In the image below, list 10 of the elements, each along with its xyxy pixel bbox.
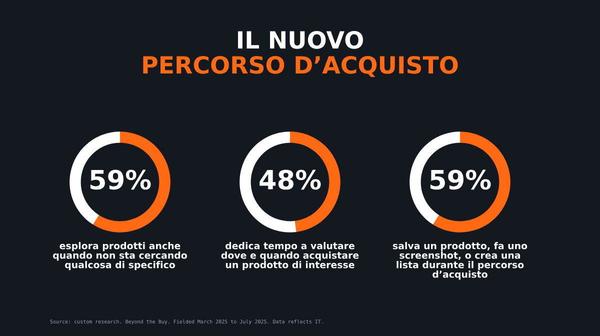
text: esplora prodotti anche quando non sta cercando qualcosa di specifico [53,242,187,270]
donut-slice [92,132,170,232]
text: salva un prodotto, fa uno screenshot, o crea una lista durante il percorso d’acquisto [392,242,528,280]
data-label: 59% [430,170,491,190]
text: IL NUOVO [238,30,363,49]
text: dedica tempo a valutare dove e quando acquistare un prodotto di interesse [221,242,359,270]
data-label: 48% [260,170,321,190]
donut-slice [432,132,510,232]
text: PERCORSO D’ACQUISTO [143,56,458,77]
data-label: 59% [90,170,151,190]
